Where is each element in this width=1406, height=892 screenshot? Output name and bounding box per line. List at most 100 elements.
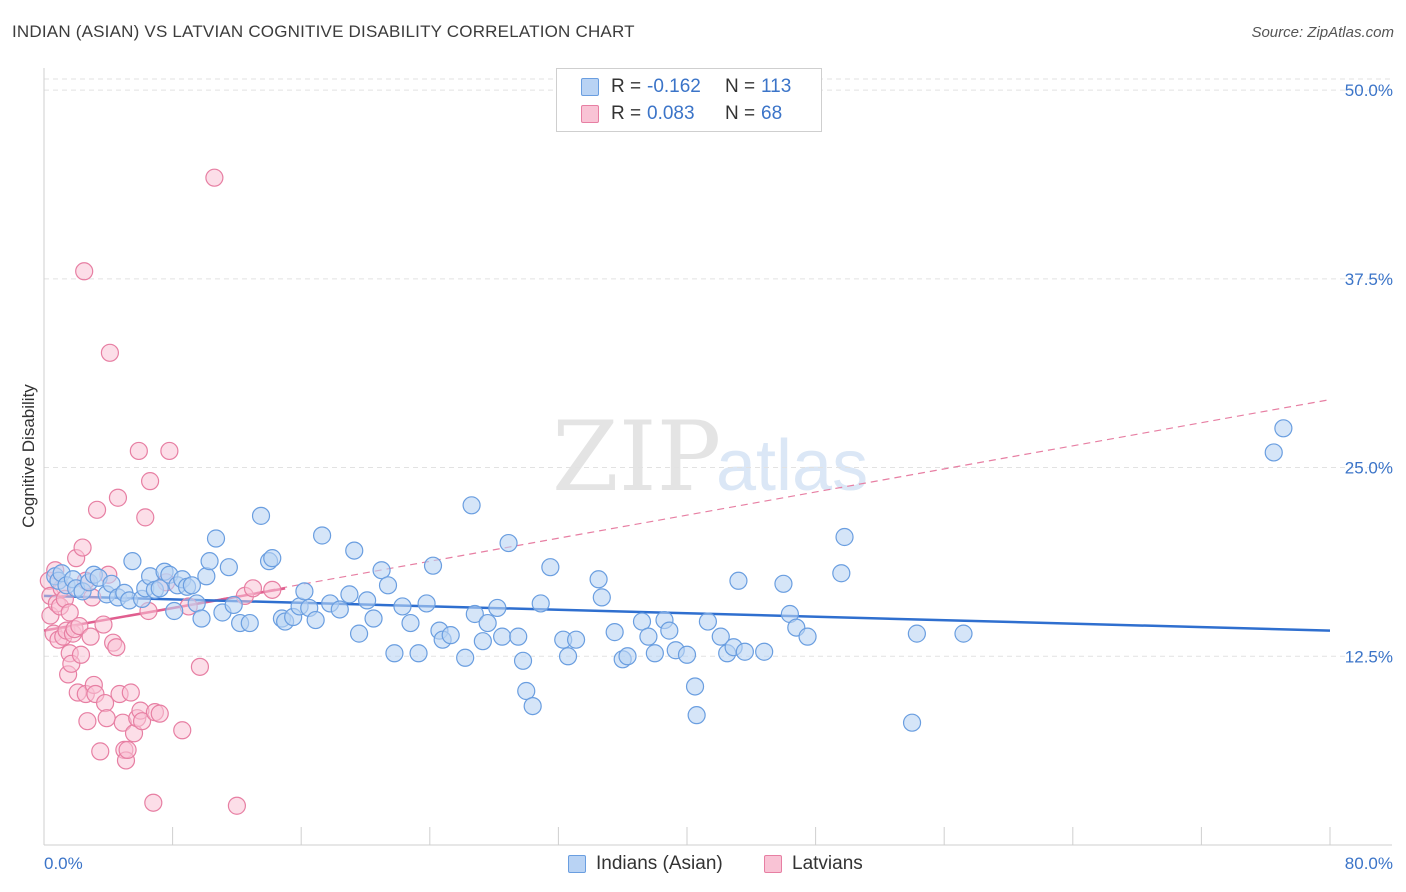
r-label: R = [611, 76, 642, 97]
indians-point [330, 600, 349, 619]
latvians-point [100, 343, 120, 362]
indians-point [372, 561, 391, 580]
indians-point [240, 613, 259, 633]
indians-point [687, 706, 706, 725]
indians-point [558, 647, 578, 666]
latvians-legend-swatch [764, 855, 782, 873]
indians-point [182, 576, 201, 595]
indians-point [345, 541, 364, 560]
indians-swatch [581, 78, 599, 96]
latvians-point [91, 742, 110, 761]
indians-point [729, 571, 748, 590]
indians-point [385, 644, 404, 663]
latvians-point [173, 721, 192, 740]
indians-point [200, 552, 219, 571]
indians-point [531, 594, 550, 613]
stats-legend: R = -0.162 N = 113 R = 0.083 N = 68 [556, 68, 822, 132]
indians-point [306, 610, 325, 630]
gridlines [44, 78, 1392, 657]
indians-point [954, 624, 973, 643]
y-axis-label: Cognitive Disability [19, 384, 38, 528]
tick-labels: 12.5% 25.0% 37.5% 50.0% 0.0% 80.0% Cognitive D… [19, 81, 1393, 873]
latvians-point [71, 645, 91, 664]
indians-point [618, 647, 637, 666]
indians-point [639, 627, 658, 646]
n-label: N = [725, 103, 756, 124]
indians-point [197, 567, 216, 586]
indians-point [1274, 419, 1293, 438]
indians-point [592, 588, 611, 607]
indians-point [192, 609, 211, 628]
indians-point [509, 627, 528, 646]
indians-point [206, 529, 226, 548]
latvians-point [107, 638, 126, 657]
indians-point [187, 594, 206, 613]
indians-point [340, 585, 359, 604]
latvians-point [243, 579, 263, 598]
latvians-point [205, 168, 224, 187]
legend-item-latvians: Latvians [764, 852, 863, 876]
indians-point [123, 552, 142, 571]
latvians-point [160, 441, 179, 461]
indians-point [488, 598, 507, 618]
indians-point [358, 591, 377, 610]
indians-point [251, 506, 271, 525]
indians-point [1264, 443, 1283, 462]
axes [43, 68, 1392, 846]
indians-point [473, 632, 492, 651]
x-tick-label-max: 80.0% [1345, 854, 1393, 873]
r-value: 0.083 [647, 103, 695, 124]
indians-point [499, 533, 518, 553]
n-value: 68 [761, 103, 783, 124]
y-tick-label: 50.0% [1345, 81, 1393, 100]
indians-point [295, 582, 314, 601]
latvians-point [121, 683, 140, 702]
indians-trend-line [43, 594, 1331, 632]
stats-row-latvians: R = 0.083 N = 68 [581, 102, 782, 126]
indians-point [902, 713, 922, 732]
latvians-point [81, 627, 100, 646]
latvians-point [118, 740, 137, 759]
r-value: -0.162 [647, 76, 701, 97]
stats-row-indians: R = -0.162 N = 113 [581, 75, 791, 99]
indians-point [907, 624, 926, 643]
indians-point [378, 576, 398, 595]
latvians-point [87, 500, 107, 519]
n-value: 113 [761, 76, 792, 97]
indians-point [517, 681, 536, 701]
indians-point [677, 645, 697, 664]
indians-point [589, 570, 608, 589]
indians-point [711, 627, 730, 646]
indians-point [465, 604, 484, 624]
latvians-point [190, 657, 210, 676]
x-tick-label-min: 0.0% [44, 854, 83, 873]
indians-point [312, 526, 332, 545]
latvians-point [108, 488, 128, 507]
indians-point [566, 630, 586, 649]
indians-point [423, 556, 443, 575]
latvians-point [70, 616, 89, 636]
n-label: N = [725, 76, 756, 97]
indians-legend-swatch [568, 855, 586, 873]
latvians-legend-label: Latvians [792, 853, 863, 874]
source-credit: Source: ZipAtlas.com [1251, 24, 1394, 41]
chart-title: INDIAN (ASIAN) VS LATVIAN COGNITIVE DISA… [12, 22, 635, 41]
indians-point [224, 595, 243, 615]
latvians-point [97, 709, 116, 728]
latvians-swatch [581, 105, 599, 123]
latvians-point [227, 796, 246, 815]
latvians-point [60, 603, 79, 622]
indians-point [165, 601, 184, 621]
indians-point [523, 696, 542, 716]
latvians-point [144, 793, 163, 812]
data-points [39, 168, 1293, 815]
y-tick-label: 37.5% [1345, 270, 1393, 289]
latvians-point [129, 441, 148, 461]
latvians-point [263, 580, 282, 599]
latvians-point [136, 508, 155, 527]
indians-point [263, 549, 282, 568]
indians-point [832, 564, 851, 583]
indians-point [660, 621, 679, 640]
indians-point [417, 594, 436, 613]
